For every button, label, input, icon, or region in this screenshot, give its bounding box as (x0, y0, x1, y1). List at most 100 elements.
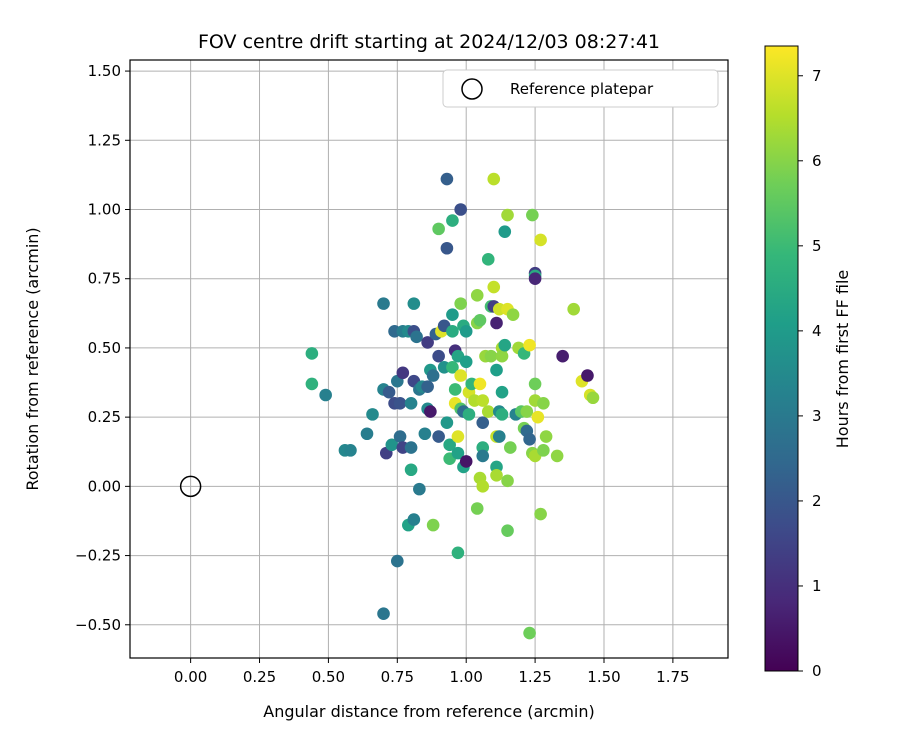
data-point (410, 330, 423, 344)
data-point (490, 468, 503, 482)
data-point (476, 416, 490, 429)
y-tick-label: 0.75 (88, 270, 121, 288)
data-point (567, 302, 580, 316)
data-point (404, 463, 418, 477)
x-tick-label: 1.50 (587, 668, 620, 686)
data-point (377, 297, 390, 310)
data-point (528, 272, 542, 286)
data-point (440, 241, 454, 255)
y-tick-label: 0.50 (88, 339, 121, 357)
x-tick-label: 1.25 (518, 668, 551, 686)
colorbar-tick-label: 1 (812, 577, 822, 595)
data-point (305, 347, 319, 360)
data-point (476, 480, 490, 493)
data-point (534, 233, 547, 247)
chart-title: FOV centre drift starting at 2024/12/03 … (198, 31, 660, 53)
data-point (476, 449, 490, 463)
x-tick-label: 0.25 (243, 668, 276, 686)
colorbar (764, 45, 799, 672)
data-point (459, 325, 473, 338)
data-point (495, 385, 509, 399)
data-point (523, 338, 536, 352)
data-point (501, 208, 514, 222)
colorbar-tick-label: 4 (812, 322, 822, 340)
legend-entry-reference: Reference platepar (510, 80, 654, 98)
data-point (498, 225, 512, 238)
colorbar-tick-label: 6 (812, 152, 822, 170)
y-tick-label: 1.50 (88, 62, 121, 80)
data-point (531, 410, 545, 424)
data-point (440, 416, 454, 429)
data-point (454, 297, 467, 310)
y-tick-label: 0.25 (88, 408, 121, 426)
data-point (462, 408, 476, 421)
colorbar-tick-label: 7 (812, 67, 822, 85)
data-point (481, 405, 495, 418)
y-axis-label: Rotation from reference (arcmin) (23, 227, 42, 490)
data-point (360, 427, 374, 441)
data-point (495, 408, 509, 421)
data-point (396, 366, 410, 380)
data-point (487, 172, 501, 186)
data-point (451, 430, 465, 443)
x-tick-label: 1.75 (656, 668, 689, 686)
data-point (366, 408, 379, 421)
data-point (382, 385, 396, 399)
x-tick-label: 1.00 (449, 668, 482, 686)
data-point (470, 502, 484, 515)
data-point (539, 430, 553, 443)
legend-marker-reference (461, 78, 483, 100)
data-point (503, 441, 517, 454)
plot-area: 0.00 0.25 0.50 0.75 1.00 1.25 1.50 1.75 −0.50 −0.… (75, 60, 728, 686)
x-tick-label: 0.75 (381, 668, 414, 686)
data-point (537, 444, 550, 457)
data-point (526, 208, 539, 222)
data-point (459, 355, 473, 369)
data-point (473, 313, 487, 327)
data-point (391, 554, 404, 568)
data-point (446, 361, 459, 374)
data-point (586, 391, 600, 405)
data-point (421, 336, 434, 349)
data-point (534, 507, 547, 521)
data-point (377, 607, 390, 621)
colorbar-tick-label: 5 (812, 237, 822, 255)
data-point (492, 430, 506, 443)
x-tick-label: 0.00 (174, 668, 207, 686)
data-point (495, 349, 509, 363)
colorbar-tick-label: 2 (812, 492, 822, 510)
y-tick-label: −0.50 (75, 616, 121, 634)
data-point (490, 363, 503, 377)
data-point (550, 449, 564, 463)
colorbar-label: Hours from first FF file (833, 270, 852, 449)
data-point (418, 427, 432, 441)
data-point (446, 214, 459, 227)
legend-box (442, 69, 719, 108)
data-point (506, 308, 520, 322)
data-point (413, 482, 426, 496)
data-point (556, 349, 569, 363)
data-point (446, 308, 459, 322)
data-point (424, 405, 437, 418)
data-point (443, 438, 456, 452)
colorbar-tick-label: 0 (812, 662, 822, 680)
data-point (487, 280, 501, 294)
data-point (451, 446, 465, 460)
data-point (523, 432, 536, 446)
data-point (537, 396, 550, 410)
reference-platepar-marker (179, 475, 202, 498)
data-point (393, 396, 407, 410)
data-point (385, 438, 399, 452)
data-point (523, 626, 536, 640)
y-tick-label: −0.25 (75, 547, 121, 565)
data-point (404, 441, 418, 454)
data-point (432, 349, 445, 363)
x-axis-label: Angular distance from reference (arcmin) (263, 702, 594, 721)
data-point (407, 513, 421, 526)
legend: Reference platepar (442, 69, 719, 108)
data-point (421, 380, 434, 393)
data-point (481, 253, 495, 266)
data-point (581, 369, 594, 382)
data-point (501, 524, 514, 537)
